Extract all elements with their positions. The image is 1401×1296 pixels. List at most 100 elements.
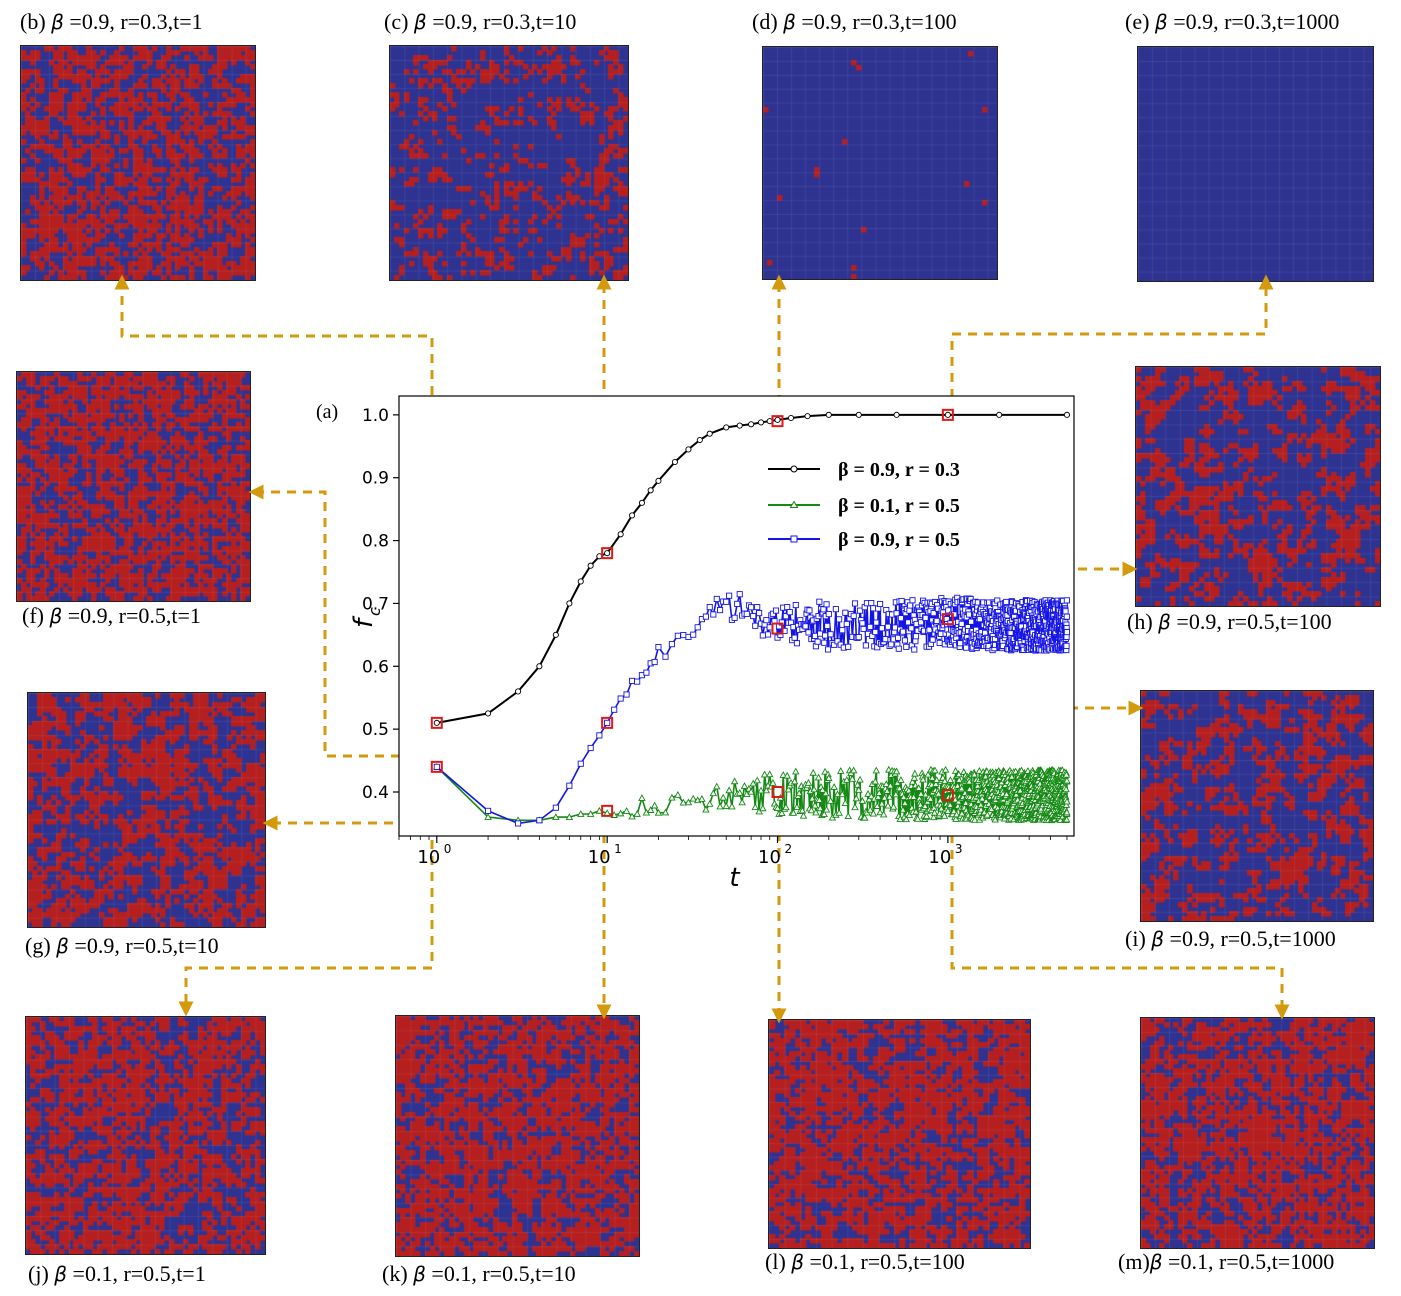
highlight-marker: [601, 716, 614, 729]
data-point: [856, 775, 864, 783]
data-point: [869, 809, 878, 817]
data-point: [765, 770, 774, 778]
lattice-panel-b: [20, 45, 256, 281]
data-point: [888, 641, 895, 648]
lattice-canvas: [1140, 690, 1374, 922]
data-point: [622, 807, 631, 814]
data-point: [842, 609, 849, 616]
data-point: [783, 771, 791, 779]
data-point: [807, 806, 816, 814]
data-point: [893, 411, 900, 418]
data-point: [963, 644, 970, 651]
data-point: [750, 613, 757, 620]
data-point: [970, 770, 979, 778]
data-point: [827, 631, 834, 638]
data-point: [754, 604, 761, 611]
highlight-marker: [430, 760, 443, 773]
data-point: [926, 626, 933, 633]
data-point: [698, 795, 706, 802]
data-point: [876, 808, 884, 816]
data-point: [879, 810, 888, 818]
data-point: [822, 805, 831, 813]
data-point: [604, 719, 611, 726]
data-point: [655, 644, 662, 651]
data-point: [880, 793, 889, 801]
data-point: [731, 614, 738, 621]
data-point: [735, 788, 744, 796]
data-point: [782, 613, 789, 620]
data-point: [962, 799, 970, 806]
lattice-canvas: [389, 45, 629, 281]
data-point: [723, 598, 730, 605]
data-point: [536, 663, 543, 670]
data-point: [965, 777, 974, 785]
y-tick-label: 1.0: [362, 406, 389, 426]
data-point: [706, 604, 713, 611]
data-point: [661, 808, 670, 816]
legend-marker: [789, 500, 799, 508]
data-point: [611, 706, 618, 713]
data-point: [862, 642, 869, 649]
data-point: [878, 799, 886, 807]
lattice-panel-h: [1135, 366, 1381, 607]
data-point: [816, 598, 823, 605]
data-point: [552, 804, 559, 811]
x-tick-exponent: 2: [785, 842, 793, 856]
lattice-canvas: [1135, 366, 1381, 607]
data-point: [628, 677, 636, 684]
data-point: [759, 632, 766, 639]
data-point: [908, 777, 917, 785]
data-point: [787, 414, 795, 422]
lattice-panel-g: [27, 692, 266, 928]
data-point: [926, 794, 935, 802]
data-point: [680, 632, 687, 639]
data-point: [805, 629, 812, 636]
connector-arrow: [950, 617, 1144, 716]
data-point: [793, 803, 801, 810]
x-tick-label: 10: [417, 847, 440, 868]
data-point: [565, 813, 574, 820]
data-point: [515, 820, 522, 827]
data-point: [809, 768, 817, 776]
data-point: [944, 807, 952, 814]
data-point: [515, 688, 522, 695]
data-point: [763, 617, 770, 624]
data-point: [892, 624, 899, 631]
caption-e: (e) β =0.9, r=0.3,t=1000: [1125, 9, 1340, 35]
data-point: [835, 808, 843, 816]
data-point: [674, 791, 682, 798]
highlight-marker: [601, 547, 614, 560]
data-point: [915, 784, 923, 791]
data-point: [870, 605, 877, 612]
caption-f: (f) β =0.9, r=0.5,t=1: [22, 603, 201, 629]
data-point: [1063, 629, 1070, 636]
data-point: [1008, 772, 1016, 780]
data-point: [858, 797, 867, 804]
lattice-canvas: [1137, 46, 1374, 282]
data-point: [822, 789, 830, 797]
data-point: [769, 779, 777, 786]
data-point: [934, 789, 943, 797]
data-point: [820, 606, 827, 613]
lattice-panel-e: [1137, 46, 1374, 282]
data-point: [566, 782, 573, 789]
data-point: [623, 691, 630, 698]
data-point: [955, 776, 963, 783]
data-point: [975, 766, 984, 774]
data-point: [751, 803, 759, 811]
data-point: [908, 625, 915, 632]
lattice-canvas: [27, 692, 266, 928]
data-point: [932, 780, 940, 787]
data-point: [941, 777, 949, 785]
caption-j: (j) β =0.1, r=0.5,t=1: [28, 1261, 206, 1287]
data-point: [1062, 608, 1069, 615]
lattice-canvas: [16, 371, 251, 602]
data-point: [577, 760, 584, 767]
data-point: [1062, 785, 1070, 793]
data-point: [815, 796, 824, 803]
data-point: [804, 413, 811, 420]
data-point: [485, 807, 492, 814]
data-point: [782, 803, 790, 811]
data-point: [812, 808, 820, 816]
data-point: [980, 808, 989, 816]
